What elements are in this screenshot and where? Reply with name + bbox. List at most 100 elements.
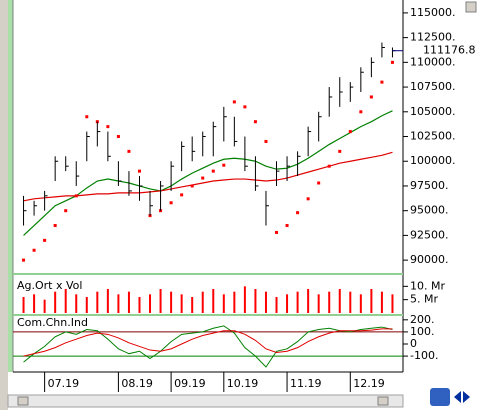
sar-dot <box>359 110 363 114</box>
y-tick-label: 95000. <box>410 204 449 217</box>
x-tick-label: 07.19 <box>48 377 80 390</box>
y-tick-label: 97500. <box>410 179 449 192</box>
volume-bar <box>54 291 57 313</box>
y-tick-label: 92500. <box>410 228 449 241</box>
sar-dot <box>74 194 78 198</box>
sar-dot <box>390 60 394 64</box>
sar-dot <box>137 169 141 173</box>
y-tick-label: 100. <box>410 325 435 338</box>
volume-bar <box>96 291 99 313</box>
volume-bar <box>159 289 162 313</box>
scroll-right[interactable] <box>377 396 389 406</box>
volume-bar <box>106 289 109 313</box>
volume-bar <box>138 297 141 313</box>
indicator-line <box>23 328 393 357</box>
volume-bar <box>317 294 320 313</box>
sar-dot <box>317 181 321 185</box>
y-tick-label: 5. Mr <box>410 293 438 306</box>
volume-bar <box>212 289 215 313</box>
volume-bar <box>296 291 299 313</box>
sar-dot <box>285 224 289 228</box>
volume-bar <box>254 289 257 313</box>
volume-bar <box>201 291 204 313</box>
volume-bar <box>286 294 289 313</box>
refresh-button[interactable] <box>430 388 450 406</box>
volume-bar <box>233 291 236 313</box>
sar-dot <box>380 80 384 84</box>
volume-bar <box>391 294 394 313</box>
next-button[interactable] <box>463 391 470 403</box>
sar-dot <box>306 197 310 201</box>
sar-dot <box>64 209 68 213</box>
volume-bar <box>170 291 173 313</box>
sar-dot <box>243 105 247 109</box>
sar-dot <box>222 163 226 167</box>
sar-dot <box>32 248 36 252</box>
volume-bar <box>243 286 246 313</box>
last-price-label: 111176.8 <box>423 44 476 57</box>
volume-bar <box>264 291 267 313</box>
volume-bar <box>180 294 183 313</box>
sar-dot <box>369 95 373 99</box>
panel-title: Ag.Ort x Vol <box>17 279 82 292</box>
sar-dot <box>201 176 205 180</box>
volume-bar <box>307 289 310 313</box>
y-tick-label: 100000. <box>410 154 456 167</box>
volume-bar <box>22 297 25 313</box>
x-tick-label: 10.19 <box>227 377 258 390</box>
y-tick-label: 0 <box>410 337 417 350</box>
indicator-line <box>23 325 393 368</box>
moving-average <box>23 110 393 236</box>
x-tick-label: 09.19 <box>174 377 206 390</box>
volume-bar <box>127 291 130 313</box>
sar-dot <box>106 125 110 129</box>
volume-bar <box>149 294 152 313</box>
x-tick-label: 12.19 <box>353 377 385 390</box>
volume-bar <box>117 294 120 313</box>
volume-bar <box>191 297 194 313</box>
volume-bar <box>75 294 78 313</box>
sar-dot <box>338 149 342 153</box>
y-tick-label: 200. <box>410 313 435 326</box>
x-tick-label: 11.19 <box>290 377 322 390</box>
sar-dot <box>253 120 257 124</box>
sar-dot <box>232 100 236 104</box>
volume-bar <box>349 291 352 313</box>
sar-dot <box>127 149 131 153</box>
y-tick-label: 110000. <box>410 55 456 68</box>
volume-bar <box>328 291 331 313</box>
volume-bar <box>275 297 278 313</box>
volume-bar <box>64 289 67 313</box>
y-tick-label: -100. <box>410 349 438 362</box>
sar-dot <box>85 115 89 119</box>
x-tick-label: 08.19 <box>121 377 152 390</box>
panel-title: Com.Chn.Ind <box>17 316 88 329</box>
sar-dot <box>116 135 120 139</box>
volume-bar <box>359 294 362 313</box>
sar-dot <box>327 164 331 168</box>
frame-left <box>0 0 8 410</box>
sar-dot <box>211 169 215 173</box>
scroll-left[interactable] <box>17 396 29 406</box>
panel-button[interactable] <box>465 1 477 13</box>
sar-dot <box>190 184 194 188</box>
frame-stripe <box>8 0 13 372</box>
y-tick-label: 112500. <box>410 31 456 44</box>
volume-bar <box>33 294 36 313</box>
sar-dot <box>43 238 47 242</box>
volume-bar <box>370 289 373 313</box>
sar-dot <box>264 139 268 143</box>
volume-bar <box>222 294 225 313</box>
prev-button[interactable] <box>454 391 461 403</box>
volume-bar <box>380 291 383 313</box>
y-tick-label: 107500. <box>410 80 456 93</box>
sar-dot <box>296 211 300 215</box>
volume-bar <box>43 299 46 313</box>
volume-bar <box>85 297 88 313</box>
sar-dot <box>169 201 173 205</box>
y-tick-label: 102500. <box>410 130 456 143</box>
y-tick-label: 115000. <box>410 6 456 19</box>
scrollbar[interactable] <box>7 394 404 408</box>
